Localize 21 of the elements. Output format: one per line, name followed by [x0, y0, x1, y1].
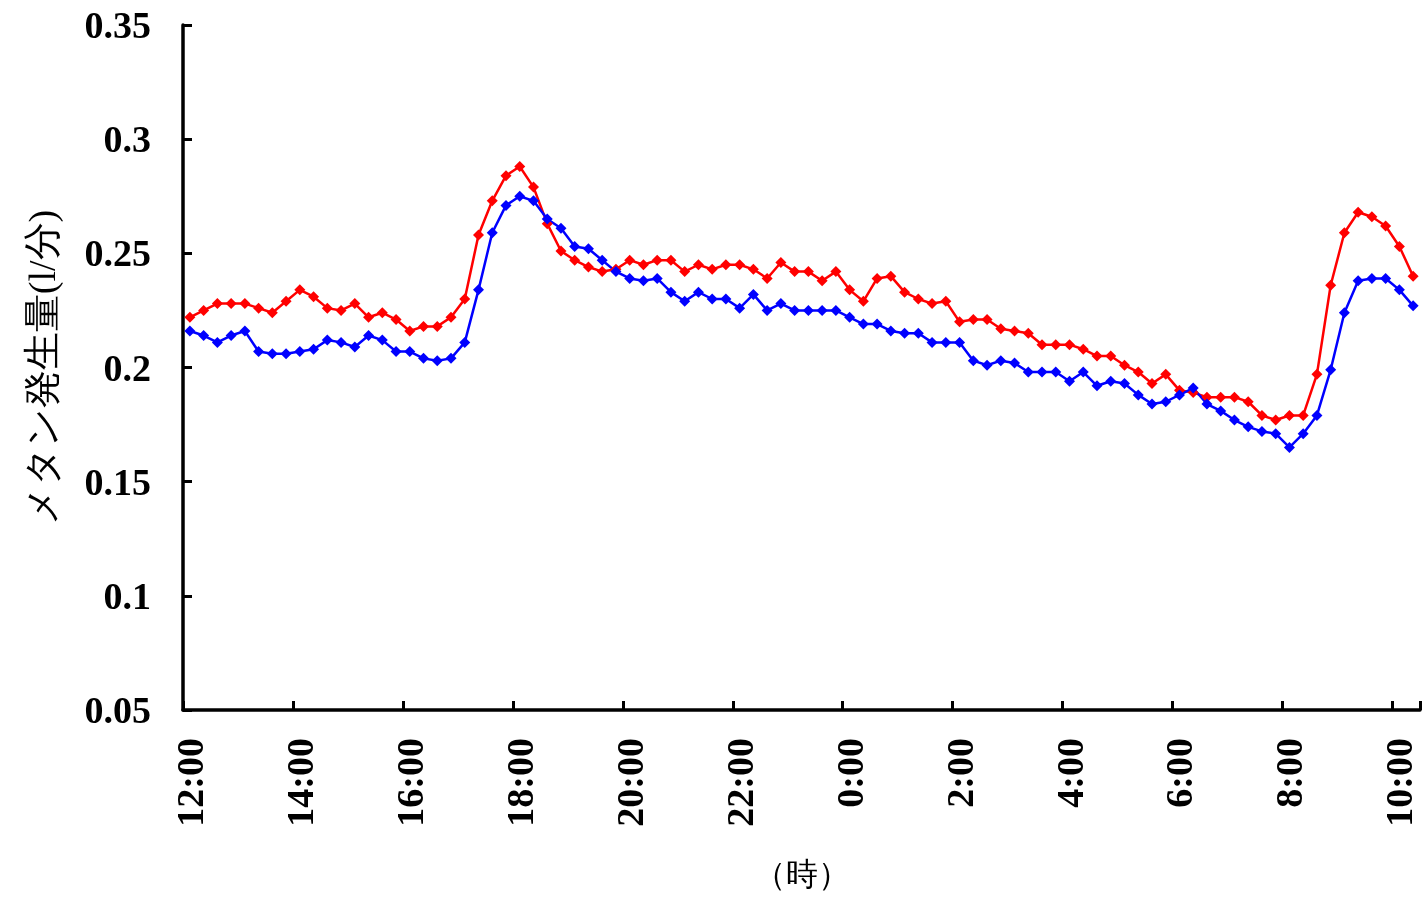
- x-tick-label: 2:00: [938, 738, 981, 808]
- x-tick-label: 16:00: [388, 738, 431, 827]
- x-tick-label: 22:00: [718, 738, 761, 827]
- y-tick-label: 0.35: [84, 4, 151, 46]
- x-tick-label: 4:00: [1048, 738, 1091, 808]
- y-tick-label: 0.3: [103, 118, 151, 161]
- x-tick-label: 14:00: [278, 738, 321, 827]
- x-tick-label: 12:00: [168, 738, 211, 827]
- x-tick-label: 10:00: [1378, 738, 1421, 827]
- y-tick-label: 0.1: [103, 574, 151, 617]
- y-axis-title: メタン発生量(l/分): [21, 209, 64, 526]
- y-tick-label: 0.15: [84, 460, 151, 503]
- y-tick-label: 0.25: [84, 232, 151, 275]
- x-axis-title: （時）: [753, 856, 850, 892]
- x-tick-label: 8:00: [1268, 738, 1311, 808]
- x-tick-label: 6:00: [1158, 738, 1201, 808]
- y-tick-label: 0.05: [84, 689, 151, 731]
- x-tick-label: 0:00: [828, 738, 871, 808]
- x-tick-label: 18:00: [498, 738, 541, 827]
- x-tick-label: 20:00: [608, 738, 651, 827]
- y-tick-label: 0.2: [103, 346, 151, 389]
